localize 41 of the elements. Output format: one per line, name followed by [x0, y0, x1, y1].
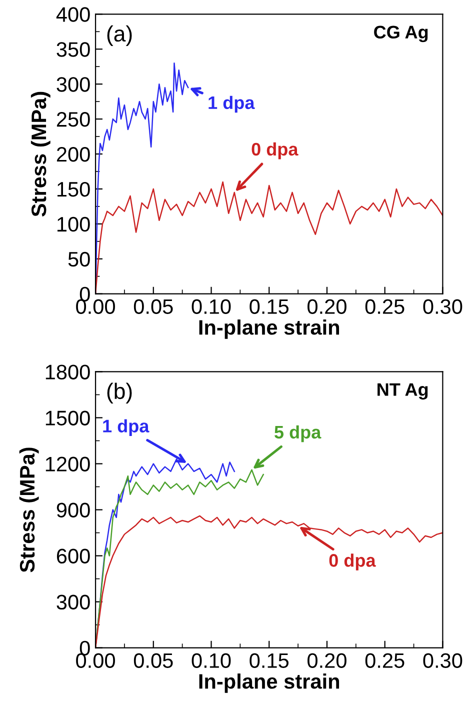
x-tick-label: 0.30: [423, 299, 462, 314]
y-tick-label: 50: [68, 252, 90, 267]
annotation: (b): [107, 382, 132, 404]
y-tick-label: 1800: [46, 364, 90, 380]
x-tick-label: 0.30: [423, 653, 462, 668]
annotation: 0 dpa: [252, 142, 298, 160]
y-tick-label: 400: [56, 7, 90, 22]
x-tick-label: 0.20: [308, 653, 346, 668]
y-tick-label: 1200: [46, 456, 90, 472]
x-tick-label: 0.25: [365, 299, 404, 314]
y-tick-label: 300: [56, 77, 90, 92]
x-tick-label: 0.05: [134, 299, 173, 314]
x-tick-label: 0.20: [308, 299, 346, 314]
x-tick-label: 0.10: [192, 653, 231, 668]
x-tick-label: 0.15: [250, 653, 289, 668]
x-tick-label: 0.25: [365, 653, 404, 668]
y-tick-label: 100: [58, 216, 90, 232]
y-tick-label: 1500: [46, 410, 90, 426]
x-tick-label: 0.10: [192, 299, 231, 314]
x-axis-title: In-plane strain: [199, 319, 340, 339]
annotation: (a): [107, 25, 132, 46]
annotation: 0 dpa: [329, 554, 376, 570]
annotation: 1 dpa: [208, 96, 255, 113]
y-tick-label: 150: [58, 182, 90, 197]
y-axis-title: Stress (MPa): [19, 448, 39, 572]
x-tick-label: 0.05: [134, 653, 173, 668]
y-tick-label: 250: [56, 112, 90, 127]
y-tick-label: 350: [56, 42, 90, 57]
annotation: CG Ag: [374, 26, 428, 42]
x-tick-label: 0.00: [76, 299, 115, 314]
y-tick-label: 300: [56, 594, 90, 610]
y-tick-label: 900: [56, 502, 90, 518]
annotation: NT Ag: [378, 383, 428, 400]
annotation: 5 dpa: [274, 425, 322, 442]
x-tick-label: 0.00: [76, 653, 115, 668]
y-tick-label: 600: [56, 548, 90, 564]
x-axis-title: In-plane strain: [199, 673, 340, 693]
x-tick-label: 0.15: [250, 299, 289, 314]
annotation: 1 dpa: [103, 419, 150, 436]
y-tick-label: 200: [56, 146, 90, 162]
y-axis-title: Stress (MPa): [30, 92, 50, 216]
